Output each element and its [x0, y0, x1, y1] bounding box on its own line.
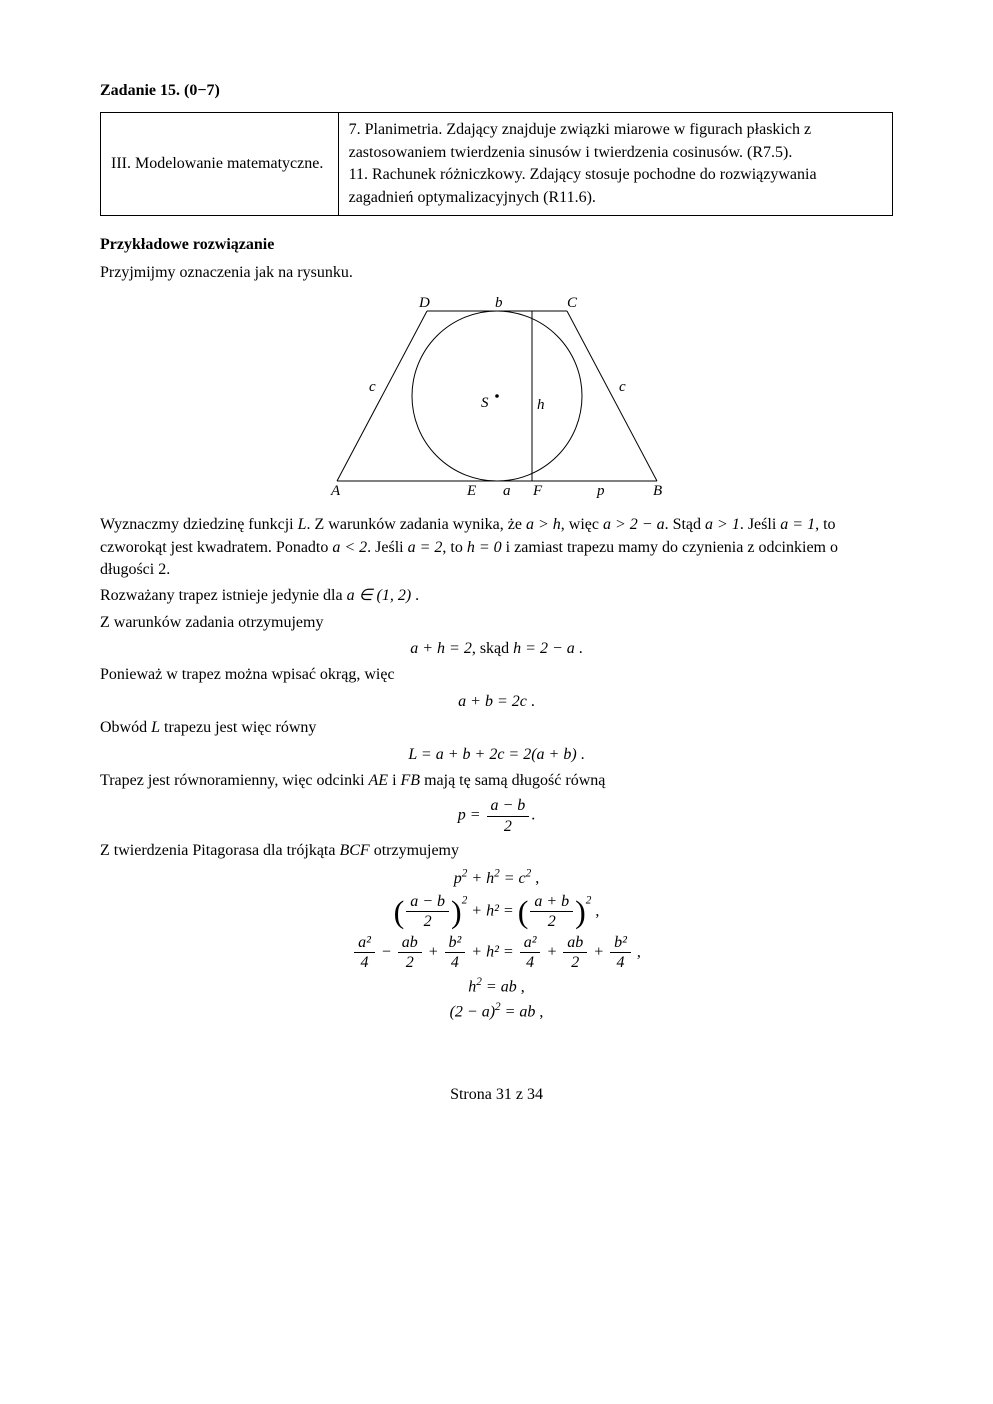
eq-1: a + h = 2, skąd h = 2 − a .	[100, 638, 893, 660]
math-BCF: BCF	[339, 842, 369, 859]
eq-3: L = a + b + 2c = 2(a + b) .	[100, 744, 893, 766]
para-iso: Trapez jest równoramienny, więc odcinki …	[100, 770, 893, 792]
math: a > 2 − a	[603, 516, 665, 533]
label-F: F	[532, 483, 543, 499]
math-AE: AE	[369, 772, 389, 789]
para-obwod: Obwód L trapezu jest więc równy	[100, 717, 893, 739]
eq-7: a²4 − ab2 + b²4 + h² = a²4 + ab2 + b²4 ,	[100, 933, 893, 972]
label-a: a	[503, 483, 511, 499]
label-D: D	[418, 295, 430, 311]
denominator: 2	[487, 817, 530, 836]
math: a > h	[526, 516, 561, 533]
text: + h² =	[471, 902, 517, 919]
label-A: A	[330, 483, 341, 499]
para-circle: Ponieważ w trapez można wpisać okrąg, wi…	[100, 664, 893, 686]
label-c-left: c	[369, 379, 376, 395]
fraction-left: a − b 2	[406, 892, 449, 931]
math-FB: FB	[401, 772, 421, 789]
eq-6: ( a − b 2 )2 + h² = ( a + b 2 )2 ,	[100, 892, 893, 931]
table-row: III. Modelowanie matematyczne. 7. Planim…	[101, 113, 893, 216]
math: a ∈ (1, 2)	[347, 587, 412, 604]
text: . Jeśli	[740, 516, 780, 533]
math: a = 2	[408, 539, 443, 556]
text: .	[411, 587, 419, 604]
numerator: a − b	[487, 796, 530, 816]
para-cond: Z warunków zadania otrzymujemy	[100, 612, 893, 634]
para-domain-2: Rozważany trapez istnieje jedynie dla a …	[100, 585, 893, 607]
text: mają tę samą długość równą	[420, 772, 605, 789]
eq-2: a + b = 2c .	[100, 691, 893, 713]
math: a = 1	[780, 516, 815, 533]
table-cell-right: 7. Planimetria. Zdający znajduje związki…	[338, 113, 892, 216]
text: otrzymujemy	[370, 842, 459, 859]
numerator: a + b	[530, 892, 573, 912]
eq: L = a + b + 2c = 2(a + b)	[408, 746, 576, 763]
text: , więc	[561, 516, 603, 533]
denominator: 2	[406, 912, 449, 931]
fraction: a − b 2	[487, 796, 530, 835]
eq-9: (2 − a)2 = ab ,	[100, 1000, 893, 1024]
label-b: b	[495, 295, 503, 311]
text: . Z warunków zadania wynika, że	[307, 516, 526, 533]
math: h = 0	[467, 539, 502, 556]
eq: a + b = 2c	[458, 693, 527, 710]
label-p: p	[596, 483, 605, 499]
label-h: h	[537, 397, 545, 413]
para-domain: Wyznaczmy dziedzinę funkcji L. Z warunkó…	[100, 514, 893, 581]
requirements-table: III. Modelowanie matematyczne. 7. Planim…	[100, 112, 893, 216]
task-title: Zadanie 15. (0−7)	[100, 80, 893, 102]
text: , skąd	[472, 640, 513, 657]
text: trapezu jest więc równy	[160, 719, 316, 736]
eq: p2 + h2 = c2	[454, 870, 531, 887]
text: Trapez jest równoramienny, więc odcinki	[100, 772, 369, 789]
text: .	[531, 807, 535, 824]
trapezoid-figure: A B C D E F S b c c h a p	[100, 291, 893, 508]
math-L: L	[298, 516, 307, 533]
text: .	[575, 640, 583, 657]
eq-lhs: p =	[458, 807, 481, 824]
trapezoid-svg: A B C D E F S b c c h a p	[317, 291, 677, 501]
text: Z twierdzenia Pitagorasa dla trójkąta	[100, 842, 339, 859]
text: i	[388, 772, 400, 789]
text: Rozważany trapez istnieje jedynie dla	[100, 587, 347, 604]
eq-5: p2 + h2 = c2 ,	[100, 866, 893, 890]
eq-8: h2 = ab ,	[100, 975, 893, 999]
math-L: L	[151, 719, 160, 736]
eq-4: p = a − b 2 .	[100, 796, 893, 835]
text: Obwód	[100, 719, 151, 736]
para-intro: Przyjmijmy oznaczenia jak na rysunku.	[100, 262, 893, 284]
fraction-right: a + b 2	[530, 892, 573, 931]
denominator: 2	[530, 912, 573, 931]
label-c-right: c	[619, 379, 626, 395]
label-S: S	[481, 395, 489, 411]
eq-lhs: a + h = 2	[410, 640, 472, 657]
table-cell-left: III. Modelowanie matematyczne.	[101, 113, 339, 216]
text: Wyznaczmy dziedzinę funkcji	[100, 516, 298, 533]
text: . Jeśli	[367, 539, 407, 556]
page-footer: Strona 31 z 34	[100, 1084, 893, 1106]
eq-rhs: h = 2 − a	[513, 640, 575, 657]
math: a > 1	[705, 516, 740, 533]
label-E: E	[466, 483, 476, 499]
label-C: C	[567, 295, 578, 311]
label-B: B	[653, 483, 662, 499]
text: , to	[442, 539, 466, 556]
text: . Stąd	[665, 516, 705, 533]
numerator: a − b	[406, 892, 449, 912]
para-pyth: Z twierdzenia Pitagorasa dla trójkąta BC…	[100, 840, 893, 862]
math: a < 2	[332, 539, 367, 556]
solution-subtitle: Przykładowe rozwiązanie	[100, 234, 893, 256]
